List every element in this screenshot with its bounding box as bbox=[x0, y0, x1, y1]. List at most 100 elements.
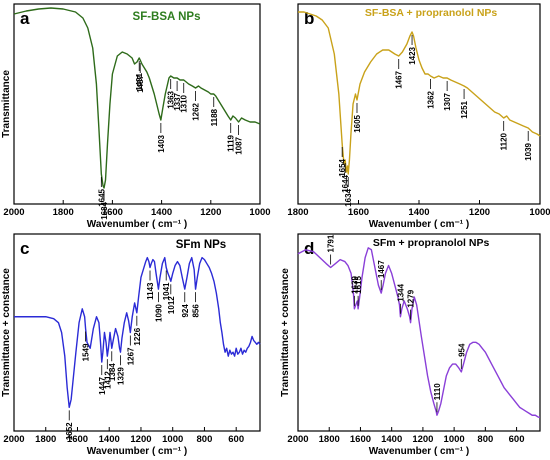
peak-label: 1362 bbox=[426, 90, 435, 108]
peak-label: 1467 bbox=[377, 260, 386, 278]
chart-title: SFm NPs bbox=[176, 239, 227, 251]
peak-label: 1012 bbox=[167, 296, 176, 314]
peak-label: 1384 bbox=[108, 363, 117, 381]
y-axis-title: Transmittance + constance bbox=[1, 268, 12, 397]
peak-label: 1549 bbox=[82, 343, 91, 361]
peak-label: 1487 bbox=[136, 74, 145, 92]
peak-label: 1119 bbox=[227, 134, 236, 151]
x-tick-label: 1600 bbox=[350, 434, 371, 445]
x-axis-title: Wavenumber ( cm⁻¹ ) bbox=[87, 446, 187, 457]
x-tick-label: 2000 bbox=[3, 434, 24, 445]
peak-label: 1615 bbox=[354, 276, 363, 294]
x-tick-label: 1000 bbox=[444, 434, 465, 445]
spectrum-line bbox=[13, 7, 261, 189]
peak-label: 1639 bbox=[350, 276, 359, 294]
peak-label: 1310 bbox=[180, 94, 189, 112]
y-axis-title: Transmittance bbox=[1, 70, 12, 138]
chart-title: SF-BSA + propranolol NPs bbox=[365, 7, 497, 19]
x-axis-title: Wavenumber ( cm⁻¹ ) bbox=[369, 446, 469, 457]
peak-label: 1467 bbox=[395, 70, 404, 88]
panel-letter: d bbox=[304, 239, 314, 258]
x-tick-label: 600 bbox=[228, 434, 244, 445]
peak-label: 1110 bbox=[433, 383, 442, 400]
panel-letter: a bbox=[20, 9, 30, 28]
panel-d: 2000 1800 1600 1400 1200 1000 800 600 Wavenumber… bbox=[280, 233, 541, 457]
x-tick-label: 1800 bbox=[287, 207, 308, 218]
x-tick-label: 1400 bbox=[381, 434, 402, 445]
peak-label: 1279 bbox=[407, 289, 416, 307]
x-tick-label: 800 bbox=[197, 434, 213, 445]
peak-label: 954 bbox=[457, 343, 466, 357]
peak-label: 1344 bbox=[396, 283, 405, 301]
peak-label: 1143 bbox=[146, 282, 155, 300]
x-tick-label: 1600 bbox=[67, 434, 88, 445]
x-tick-label: 1400 bbox=[99, 434, 120, 445]
spectrum-line bbox=[14, 256, 261, 409]
x-axis-title: Wavenumber ( cm⁻¹ ) bbox=[87, 219, 187, 230]
peak-label: 924 bbox=[181, 304, 190, 318]
x-tick-label: 1600 bbox=[348, 207, 369, 218]
peak-label: 1423 bbox=[408, 46, 417, 64]
peak-label: 1307 bbox=[443, 92, 452, 110]
x-tick-label: 1600 bbox=[102, 207, 123, 218]
peak-label: 1337 bbox=[173, 92, 182, 110]
peak-label: 1363 bbox=[167, 90, 176, 108]
chart-title: SFm + propranolol NPs bbox=[373, 237, 490, 249]
plot-frame bbox=[13, 233, 261, 432]
x-tick-label: 1000 bbox=[162, 434, 183, 445]
peak-label: 1634 bbox=[100, 201, 109, 219]
x-tick-label: 1000 bbox=[529, 207, 550, 218]
peak-label: 1652 bbox=[65, 422, 74, 440]
x-tick-label: 2000 bbox=[287, 434, 308, 445]
peak-label: 1087 bbox=[235, 136, 244, 154]
chart-title: SF-BSA NPs bbox=[133, 11, 201, 23]
peak-label: 1090 bbox=[154, 304, 163, 322]
x-tick-label: 1800 bbox=[35, 434, 56, 445]
peak-label: 1039 bbox=[524, 142, 533, 160]
peak-label: 1605 bbox=[353, 114, 362, 132]
plot-frame bbox=[297, 3, 541, 205]
peak-label: 1412 bbox=[103, 371, 112, 389]
x-tick-label: 1800 bbox=[319, 434, 340, 445]
x-tick-label: 1200 bbox=[412, 434, 433, 445]
peak-label: 1447 bbox=[98, 376, 107, 394]
peak-label: 1791 bbox=[327, 234, 336, 252]
x-tick-label: 1000 bbox=[249, 207, 270, 218]
x-tick-label: 1400 bbox=[408, 207, 429, 218]
peak-label: 1267 bbox=[126, 347, 135, 365]
peak-label: 1403 bbox=[157, 134, 166, 152]
peak-label: 1251 bbox=[460, 100, 469, 118]
panel-b: 1800 1600 1400 1200 1000 Wavenumber ( cm⁻¹ ) b… bbox=[287, 3, 550, 230]
panel-c: 2000 1800 1600 1400 1200 1000 800 600 Wavenumber… bbox=[1, 233, 261, 457]
peak-label: 1120 bbox=[500, 132, 509, 150]
plot-frame bbox=[13, 3, 261, 205]
x-tick-label: 1200 bbox=[130, 434, 151, 445]
y-axis-title: Transmittance + constance bbox=[280, 268, 291, 397]
peak-label: 1634 bbox=[344, 188, 353, 206]
x-tick-label: 2000 bbox=[3, 207, 24, 218]
peak-label: 1226 bbox=[133, 327, 142, 345]
peak-label: 1262 bbox=[192, 102, 201, 120]
x-tick-label: 800 bbox=[477, 434, 493, 445]
peak-label: 1329 bbox=[116, 367, 125, 385]
peak-label: 1041 bbox=[162, 282, 171, 300]
spectrum-line bbox=[298, 11, 541, 175]
peak-label: 1654 bbox=[338, 158, 347, 176]
panel-letter: b bbox=[304, 9, 314, 28]
panel-letter: c bbox=[20, 239, 29, 258]
panel-a: 2000 1800 1600 1400 1200 1000 Wavenumber ( cm⁻… bbox=[1, 3, 271, 230]
peak-label: 1188 bbox=[210, 108, 219, 126]
peak-label: 856 bbox=[192, 304, 201, 318]
x-tick-label: 1200 bbox=[469, 207, 490, 218]
peak-label: 1491 bbox=[135, 72, 144, 90]
x-axis-title: Wavenumber ( cm⁻¹ ) bbox=[369, 219, 469, 230]
x-tick-label: 1200 bbox=[200, 207, 221, 218]
peak-label: 1644 bbox=[341, 174, 350, 192]
x-tick-label: 1800 bbox=[53, 207, 74, 218]
x-tick-label: 600 bbox=[509, 434, 525, 445]
spectrum-line bbox=[297, 247, 540, 418]
peak-label: 1645 bbox=[97, 188, 106, 206]
x-tick-label: 1400 bbox=[151, 207, 172, 218]
plot-frame bbox=[297, 233, 541, 432]
